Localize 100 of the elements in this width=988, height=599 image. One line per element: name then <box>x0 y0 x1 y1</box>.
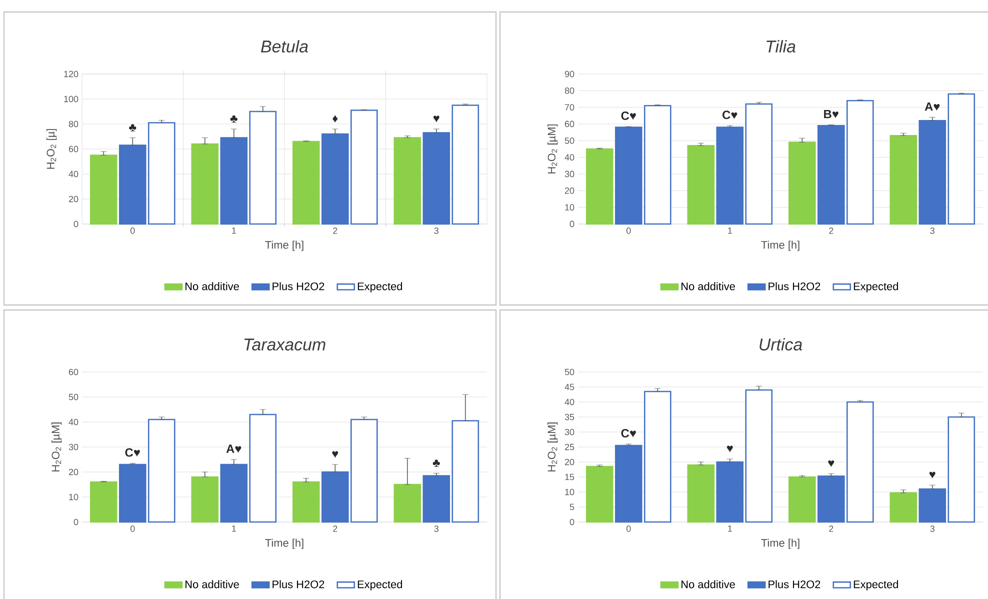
bar <box>586 466 614 523</box>
y-tick-label: 80 <box>564 87 574 94</box>
y-axis-title: H$_{2}$O$_{2}$ [µM] <box>51 422 62 472</box>
legend-label: Plus H2O2 <box>272 580 324 588</box>
annotation: ♣ <box>432 460 440 467</box>
y-tick-label: 25 <box>564 444 574 450</box>
legend-label: No additive <box>682 282 735 290</box>
y-tick-label: 60 <box>564 120 574 128</box>
annotation: A♥ <box>226 444 242 453</box>
chart-title: Urtica <box>760 338 802 351</box>
chart-title: Tilia <box>766 40 796 53</box>
x-tick-label: 1 <box>232 228 236 234</box>
y-tick-label: 80 <box>68 120 78 128</box>
legend-label: Expected <box>358 580 402 590</box>
y-axis-title: H$_{2}$O$_{2}$ [µM] <box>547 124 558 174</box>
y-tick-label: 30 <box>68 444 78 450</box>
legend-label: Plus H2O2 <box>272 282 324 290</box>
y-tick-label: 20 <box>564 187 574 194</box>
bar <box>394 484 422 523</box>
bar <box>890 135 918 225</box>
y-tick-label: 50 <box>564 137 574 144</box>
y-tick-label: 35 <box>564 414 574 420</box>
annotation: ♥ <box>726 446 733 452</box>
annotation: ♣ <box>230 115 238 122</box>
y-tick-label: 10 <box>565 204 574 210</box>
bar <box>890 492 918 523</box>
y-axis-title: H$_{2}$O$_{2}$ [µM] <box>547 422 558 472</box>
x-axis-title: Time [h] <box>265 240 304 251</box>
y-axis-title: H$_{2}$O$_{2}$ [µ] <box>46 129 57 169</box>
bar <box>788 476 816 523</box>
annotation: ♣ <box>129 124 136 132</box>
y-tick-label: 10 <box>69 494 78 500</box>
chart-title: Betula <box>261 40 308 52</box>
x-tick-label: 0 <box>626 526 631 532</box>
x-tick-label: 3 <box>434 228 438 234</box>
y-tick-label: 20 <box>68 468 78 476</box>
annotation: ♥ <box>929 472 936 479</box>
x-axis-title: Time [h] <box>265 538 304 549</box>
x-tick-label: 1 <box>728 228 732 234</box>
y-tick-label: 15 <box>565 474 574 480</box>
y-tick-label: 100 <box>64 96 78 102</box>
bar <box>687 145 715 225</box>
x-axis-title: Time [h] <box>761 240 800 251</box>
x-tick-label: 0 <box>626 228 631 234</box>
legend-label: No additive <box>682 580 735 588</box>
legend-label: Expected <box>854 282 898 292</box>
bar <box>90 154 118 225</box>
x-tick-label: 3 <box>930 526 934 532</box>
legend-label: No additive <box>186 282 239 290</box>
x-tick-label: 1 <box>728 526 732 532</box>
y-tick-label: 120 <box>64 70 78 78</box>
y-tick-label: 30 <box>564 428 574 436</box>
y-tick-label: 60 <box>68 368 78 376</box>
bar <box>788 142 816 225</box>
y-tick-label: 30 <box>564 170 574 178</box>
annotation: ♦ <box>332 115 338 122</box>
y-tick-label: 20 <box>564 458 574 466</box>
y-tick-label: 0 <box>74 518 78 526</box>
annotation: A♥ <box>924 102 940 111</box>
y-tick-label: 10 <box>565 488 574 496</box>
bar <box>90 481 118 523</box>
y-tick-label: 70 <box>564 104 574 111</box>
annotation: ♥ <box>332 451 338 458</box>
legend-label: Plus H2O2 <box>768 580 820 588</box>
x-tick-label: 2 <box>333 228 338 234</box>
annotation: C♥ <box>621 111 636 120</box>
annotation: ♥ <box>828 460 834 468</box>
y-tick-label: 0 <box>570 518 574 526</box>
x-tick-label: 2 <box>333 526 338 532</box>
bar <box>687 464 715 523</box>
x-axis-title: Time [h] <box>761 538 800 549</box>
y-tick-label: 5 <box>570 504 574 510</box>
legend-label: Plus H2O2 <box>768 282 820 290</box>
annotation: C♥ <box>125 448 140 457</box>
bar <box>191 476 219 523</box>
legend-label: Expected <box>358 282 402 292</box>
y-tick-label: 40 <box>68 418 78 426</box>
bar <box>394 137 422 225</box>
bar <box>292 481 320 523</box>
y-tick-label: 40 <box>564 398 574 406</box>
y-tick-label: 20 <box>68 196 78 202</box>
x-tick-label: 3 <box>930 228 934 234</box>
chart-title: Taraxacum <box>244 338 326 351</box>
y-tick-label: 0 <box>74 220 78 228</box>
legend-label: Expected <box>854 580 898 590</box>
x-tick-label: 1 <box>232 526 236 532</box>
annotation: C♥ <box>621 429 636 438</box>
legend-label: No additive <box>186 580 239 588</box>
bar <box>292 140 320 225</box>
y-tick-label: 50 <box>68 394 78 400</box>
x-tick-label: 0 <box>130 228 135 234</box>
y-tick-label: 60 <box>68 146 78 152</box>
annotation: C♥ <box>722 110 738 120</box>
y-tick-label: 40 <box>68 170 78 178</box>
y-tick-label: 40 <box>564 154 574 161</box>
bar <box>191 143 219 225</box>
x-tick-label: 0 <box>130 526 135 532</box>
y-tick-label: 0 <box>570 220 574 228</box>
y-tick-label: 90 <box>564 70 574 78</box>
annotation: B♥ <box>824 110 838 118</box>
